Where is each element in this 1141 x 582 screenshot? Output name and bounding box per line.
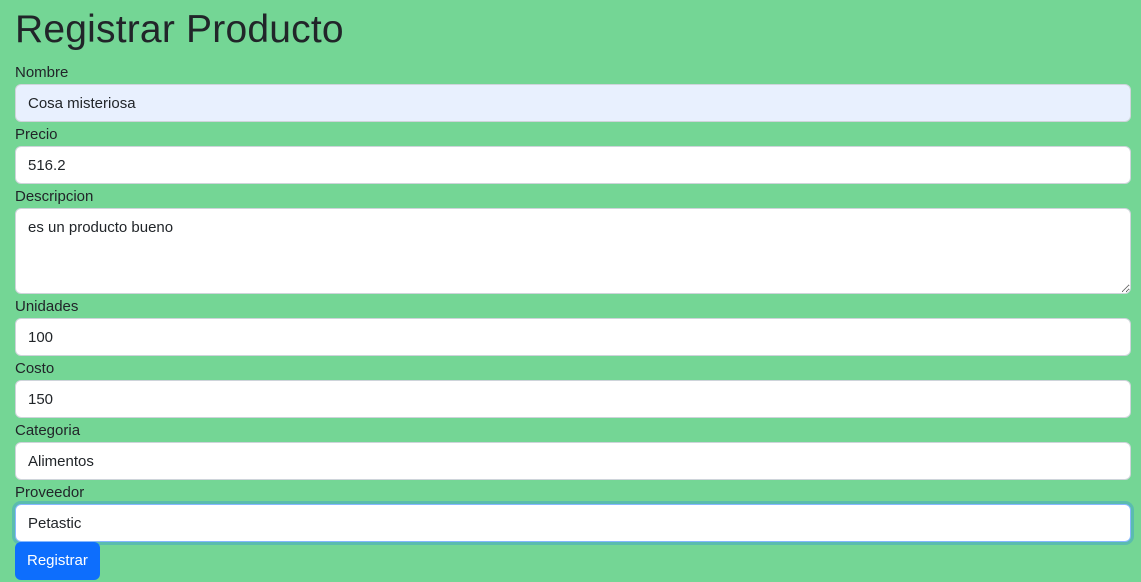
unidades-field-group: Unidades xyxy=(15,296,1131,356)
costo-input[interactable] xyxy=(15,380,1131,418)
precio-input[interactable] xyxy=(15,146,1131,184)
descripcion-label: Descripcion xyxy=(15,188,94,205)
descripcion-field-group: Descripcion es un producto bueno xyxy=(15,186,1131,294)
categoria-label: Categoria xyxy=(15,422,81,439)
costo-field-group: Costo xyxy=(15,358,1131,418)
costo-label: Costo xyxy=(15,360,55,377)
descripcion-textarea[interactable]: es un producto bueno xyxy=(15,208,1131,294)
proveedor-input[interactable] xyxy=(15,504,1131,542)
proveedor-label: Proveedor xyxy=(15,484,85,501)
precio-label: Precio xyxy=(15,126,58,143)
precio-field-group: Precio xyxy=(15,124,1131,184)
product-form: Registrar Producto Nombre Precio Descrip… xyxy=(15,0,1131,542)
categoria-field-group: Categoria xyxy=(15,420,1131,480)
unidades-input[interactable] xyxy=(15,318,1131,356)
nombre-input[interactable] xyxy=(15,84,1131,122)
unidades-label: Unidades xyxy=(15,298,79,315)
page-title: Registrar Producto xyxy=(15,8,344,51)
categoria-input[interactable] xyxy=(15,442,1131,480)
nombre-label: Nombre xyxy=(15,64,69,81)
proveedor-field-group: Proveedor xyxy=(15,482,1131,542)
registrar-button[interactable]: Registrar xyxy=(15,542,100,580)
nombre-field-group: Nombre xyxy=(15,62,1131,122)
